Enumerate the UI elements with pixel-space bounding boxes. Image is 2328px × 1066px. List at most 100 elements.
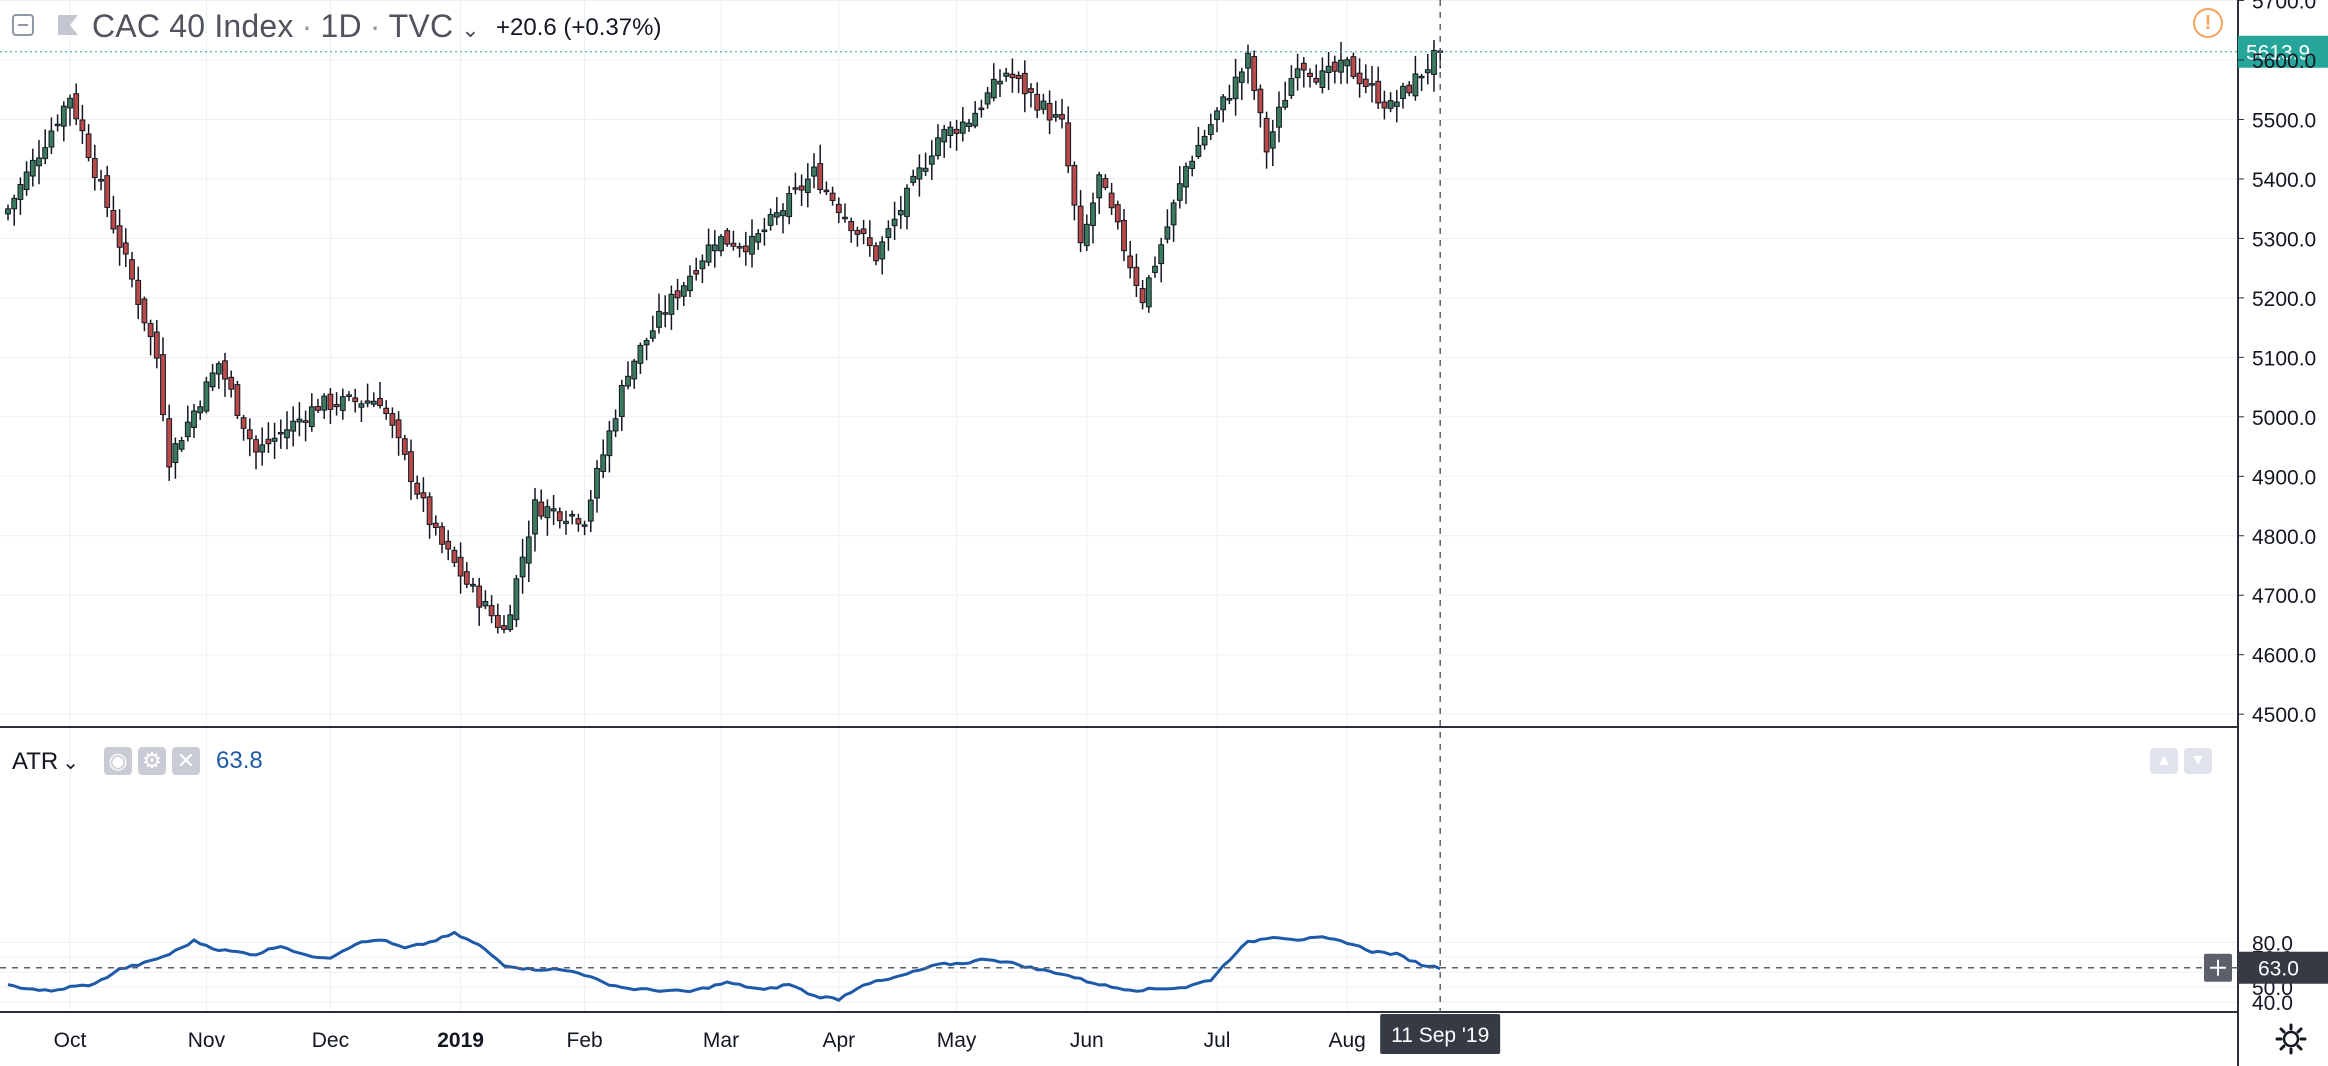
candle-body: [395, 419, 402, 439]
candle-body: [1139, 288, 1146, 304]
candle-body: [792, 187, 799, 190]
candle-body: [1431, 49, 1437, 75]
candle-body: [1133, 266, 1140, 287]
candle-body: [1251, 56, 1258, 91]
chevron-down-icon[interactable]: ⌄: [62, 751, 79, 774]
candle-body: [507, 614, 514, 631]
candle-body: [48, 130, 55, 148]
collapse-icon[interactable]: [12, 14, 34, 36]
candle-body: [5, 208, 11, 215]
candle-body: [1381, 101, 1388, 109]
candle-body: [29, 159, 36, 177]
candle-body: [761, 229, 768, 232]
candle-body: [401, 438, 408, 455]
candle-body: [525, 536, 532, 564]
chevron-down-icon[interactable]: ⌄: [461, 17, 480, 42]
time-axis-label: Jul: [1204, 1029, 1231, 1052]
candle-body: [984, 92, 991, 105]
candle-body: [476, 585, 483, 608]
price-tick-label: 5700.0: [2252, 0, 2316, 14]
candle-body: [966, 122, 972, 128]
time-axis-label: Aug: [1329, 1029, 1366, 1052]
candle-body: [587, 499, 594, 522]
crosshair-price-badge: [2238, 951, 2328, 984]
candle-body: [141, 298, 148, 324]
price-tick-label: 5600.0: [2252, 50, 2316, 73]
candle-body: [352, 397, 359, 403]
eye-icon[interactable]: ◉: [104, 747, 132, 775]
candle-body: [594, 467, 600, 499]
candle-body: [240, 417, 247, 429]
close-icon[interactable]: ✕: [172, 747, 200, 775]
arrow-up-icon[interactable]: ▲: [2150, 748, 2178, 774]
candle-body: [364, 400, 371, 404]
candle-body: [711, 244, 718, 252]
candle-body: [457, 556, 464, 577]
candle-body: [1238, 71, 1245, 83]
atr-legend[interactable]: ATR ⌄: [12, 744, 79, 780]
candle-body: [736, 246, 743, 249]
candle-body: [947, 126, 954, 137]
candle-body: [98, 179, 104, 182]
gear-icon[interactable]: ⚙: [138, 747, 166, 775]
candle-body: [1393, 101, 1400, 107]
candle-body: [284, 429, 290, 439]
candle-body: [550, 508, 557, 512]
candle-body: [1313, 77, 1320, 83]
candle-body: [85, 133, 92, 158]
candle-body: [1300, 62, 1307, 71]
candle-body: [910, 175, 917, 183]
candle-body: [36, 157, 42, 167]
candle-body: [637, 344, 644, 364]
time-axis-label: Nov: [188, 1029, 226, 1052]
candle-body: [730, 242, 737, 247]
candle-body: [569, 513, 576, 517]
candle-body: [1356, 72, 1363, 85]
candle-body: [687, 275, 693, 292]
last-price-label: 5613.9: [2246, 42, 2310, 65]
candle-body: [1387, 100, 1394, 109]
candle-body: [928, 155, 935, 165]
candle-body: [649, 330, 656, 339]
time-axis-label: May: [937, 1029, 977, 1052]
candle-body: [482, 601, 489, 607]
time-axis-label: Feb: [567, 1029, 603, 1052]
candle-body: [953, 128, 960, 134]
candle-body: [1325, 65, 1332, 74]
candle-body: [1034, 93, 1041, 111]
arrow-down-icon[interactable]: ▼: [2184, 748, 2212, 774]
symbol-title[interactable]: CAC 40 Index · 1D · TVC ⌄: [92, 8, 480, 44]
candle-body: [749, 235, 755, 255]
candle-body: [1362, 78, 1369, 87]
candle-body: [339, 396, 346, 411]
candle-body: [209, 372, 216, 388]
candle-body: [147, 323, 154, 337]
candle-body: [346, 394, 352, 397]
candle-body: [1127, 255, 1134, 269]
candle-body: [358, 403, 365, 408]
candle-body: [203, 381, 210, 412]
candle-body: [54, 123, 61, 127]
candle-body: [1003, 72, 1010, 77]
candle-body: [959, 121, 966, 134]
candle-body: [854, 229, 861, 235]
candle-body: [129, 259, 135, 280]
candle-body: [885, 228, 892, 238]
candle-body: [1090, 202, 1096, 226]
candle-body: [432, 522, 439, 529]
candle-body: [891, 218, 898, 227]
time-axis-label: Apr: [822, 1029, 855, 1052]
warning-icon[interactable]: !: [2193, 8, 2223, 38]
candle-body: [1319, 70, 1326, 88]
candle-body: [1424, 69, 1431, 74]
candle-body: [383, 407, 390, 415]
candle-body: [1400, 85, 1406, 99]
settings-gear-icon[interactable]: [2274, 1022, 2308, 1056]
flag-icon[interactable]: [56, 13, 80, 37]
candle-body: [699, 260, 706, 270]
candle-body: [1307, 72, 1313, 78]
candle-body: [228, 376, 235, 390]
candle-body: [1195, 144, 1202, 157]
candle-body: [1028, 88, 1034, 94]
